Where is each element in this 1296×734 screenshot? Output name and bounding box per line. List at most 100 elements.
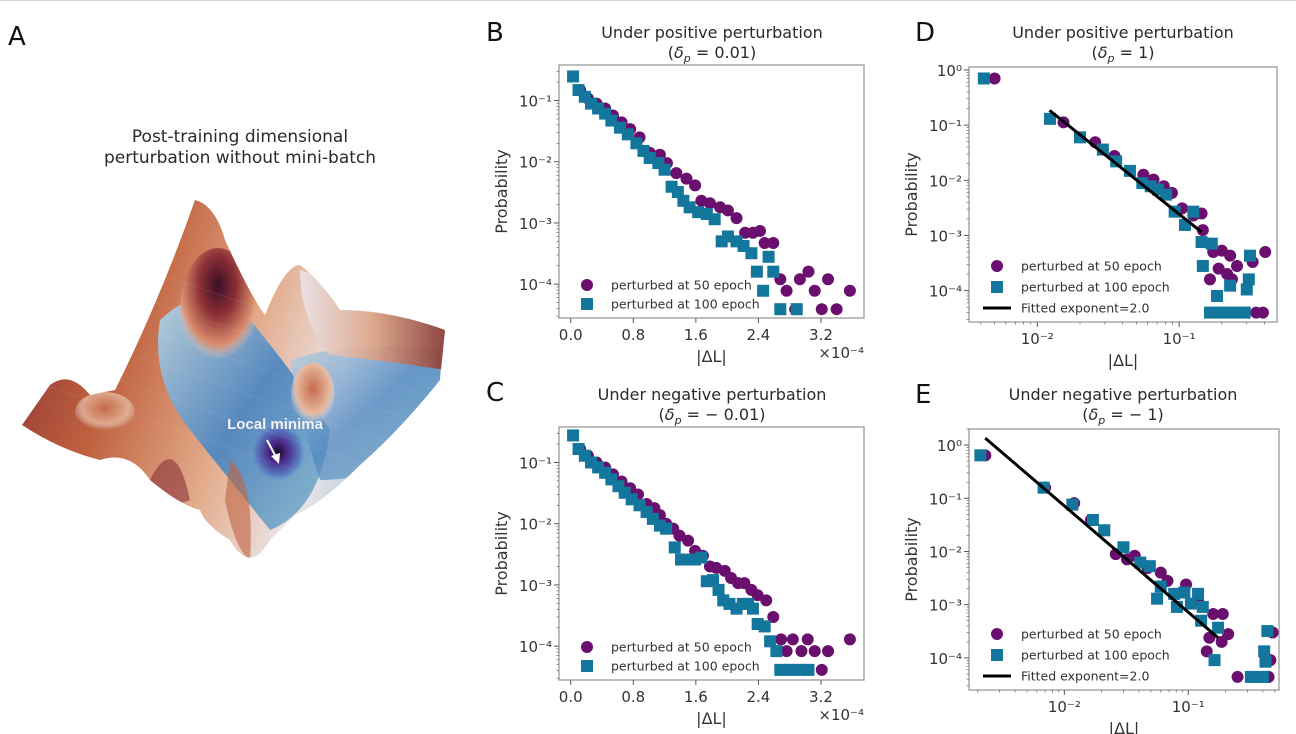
- chart-subtitle: (δp = 0.01): [668, 43, 756, 65]
- x-tick-label: 1.6: [684, 326, 708, 344]
- series-epoch-100: [567, 70, 803, 316]
- data-point: [1196, 224, 1209, 237]
- data-point: [1160, 188, 1173, 201]
- data-point: [703, 197, 716, 210]
- panel-letter-c: C: [486, 378, 505, 408]
- data-point: [730, 212, 743, 225]
- data-point: [1216, 607, 1229, 620]
- data-point: [1261, 625, 1274, 638]
- legend-label: perturbed at 50 epoch: [1021, 259, 1162, 274]
- legend: perturbed at 50 epoch perturbed at 100 ep…: [581, 278, 760, 312]
- data-point: [802, 663, 815, 676]
- legend: perturbed at 50 epoch perturbed at 100 ep…: [983, 259, 1170, 316]
- plot-frame: [558, 64, 865, 319]
- y-axis-label: Probability: [492, 149, 511, 234]
- legend-marker-circle: [581, 641, 593, 653]
- data-point: [775, 633, 788, 646]
- data-point: [815, 663, 828, 676]
- series-epoch-100: [567, 429, 815, 676]
- x-tick-label: 3.2: [809, 326, 833, 344]
- data-point: [1243, 249, 1256, 262]
- data-point: [802, 265, 815, 278]
- data-point: [1207, 607, 1220, 620]
- data-point: [1240, 283, 1253, 296]
- data-point: [695, 551, 708, 564]
- data-point: [660, 522, 673, 535]
- data-point: [1211, 289, 1224, 302]
- data-point: [1256, 670, 1269, 683]
- data-point: [1224, 279, 1237, 292]
- data-point: [764, 635, 777, 648]
- legend-marker-circle: [991, 260, 1003, 272]
- chart-panel-d: Under positive perturbation(δp = 1) 10⁰ 10…: [902, 23, 1278, 370]
- local-minima-label: Local minima: [227, 416, 324, 433]
- data-point: [780, 284, 793, 297]
- legend-label: Fitted exponent=2.0: [1021, 669, 1149, 684]
- legend-marker-circle: [581, 279, 593, 291]
- data-point: [1229, 306, 1242, 319]
- panel-letter-a: A: [8, 22, 26, 52]
- data-point: [1044, 112, 1057, 125]
- data-point: [1066, 498, 1079, 511]
- data-point: [762, 250, 775, 263]
- data-point: [977, 72, 990, 85]
- data-point: [670, 167, 683, 180]
- data-point: [1195, 614, 1208, 627]
- data-point: [822, 645, 835, 658]
- data-point: [760, 594, 773, 607]
- data-point: [750, 265, 763, 278]
- x-tick-label: 10⁻¹: [1172, 698, 1205, 716]
- chart-subtitle: (δp = − 1): [1082, 405, 1164, 427]
- data-point: [830, 303, 843, 316]
- data-point: [1258, 645, 1271, 658]
- legend-marker-circle: [991, 628, 1003, 640]
- data-point: [1192, 587, 1205, 600]
- chart-title: Under positive perturbation: [601, 23, 823, 42]
- data-point: [567, 429, 580, 442]
- x-axis-label: |ΔL|: [1108, 351, 1139, 370]
- x-tick-label: 0.8: [621, 688, 645, 706]
- chart-title: Under positive perturbation: [1012, 23, 1234, 42]
- data-point: [1212, 306, 1225, 319]
- x-axis-label: |ΔL|: [696, 347, 727, 366]
- x-tick-label: 10⁻¹: [1163, 330, 1196, 348]
- data-point: [567, 70, 580, 83]
- data-point: [843, 284, 856, 297]
- data-point: [1117, 541, 1130, 554]
- panel-a-title-line1: Post-training dimensional: [131, 127, 349, 147]
- y-tick-label: 10⁰: [937, 62, 962, 80]
- data-point: [1256, 306, 1269, 319]
- data-point: [774, 303, 787, 316]
- legend-label: Fitted exponent=2.0: [1021, 301, 1149, 316]
- data-point: [1224, 249, 1237, 262]
- data-point: [1203, 273, 1216, 286]
- x-axis-multiplier: ×10⁻⁴: [818, 344, 864, 362]
- data-point: [1212, 621, 1225, 634]
- chart-title: Under negative perturbation: [598, 385, 827, 404]
- data-point: [1086, 514, 1099, 527]
- data-point: [1187, 205, 1200, 218]
- panel-letter-b: B: [486, 18, 504, 48]
- data-point: [1205, 237, 1218, 250]
- fit-line: [984, 436, 1220, 639]
- y-axis-label: Probability: [902, 152, 921, 237]
- x-tick-label: 0.8: [621, 326, 645, 344]
- legend-label: perturbed at 100 epoch: [1021, 648, 1170, 663]
- y-tick-label: 10⁻²: [519, 154, 552, 172]
- data-point: [1073, 131, 1086, 144]
- data-point: [808, 645, 821, 658]
- top-border: [0, 0, 1296, 1]
- legend-label: perturbed at 100 epoch: [611, 297, 760, 312]
- data-point: [1231, 259, 1244, 272]
- data-point: [822, 273, 835, 286]
- y-axis-label: Probability: [492, 511, 511, 596]
- legend-marker-square: [991, 649, 1003, 661]
- legend-label: perturbed at 50 epoch: [611, 278, 752, 293]
- loss-landscape-surface: Local minima: [22, 200, 445, 558]
- panel-letter-e: E: [915, 380, 932, 410]
- data-point: [1143, 560, 1156, 573]
- legend-label: perturbed at 100 epoch: [611, 659, 760, 674]
- data-point: [988, 72, 1001, 85]
- x-tick-label: 3.2: [809, 688, 833, 706]
- x-tick-label: 1.6: [684, 688, 708, 706]
